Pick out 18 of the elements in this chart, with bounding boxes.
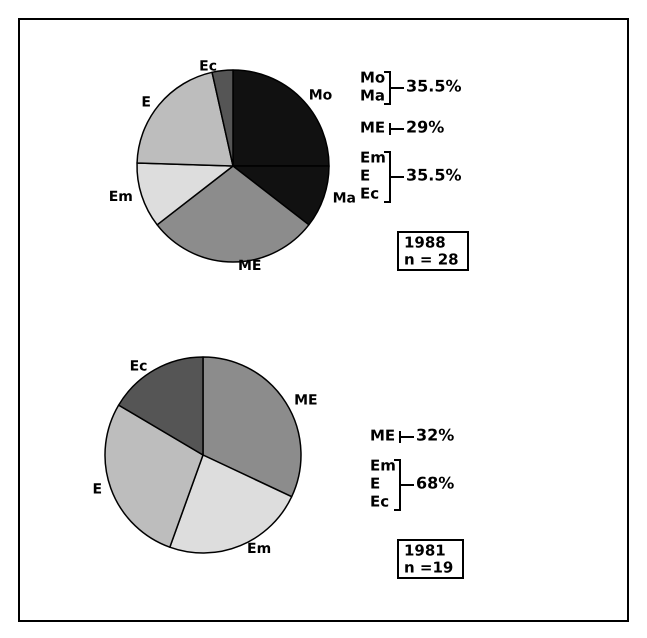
- text: Em E Ec 35.5%: [360, 148, 462, 202]
- slice-label: Mo: [308, 87, 333, 104]
- slice-label: E: [141, 94, 151, 110]
- slice-label: E: [92, 482, 102, 498]
- slice-label: Em: [108, 188, 133, 205]
- slice-label: ME: [294, 392, 318, 408]
- slice-label: Ma: [332, 190, 356, 206]
- text: n =19: [404, 558, 454, 576]
- slice-label: Em: [247, 541, 272, 558]
- text: Mo Ma 35.5%: [360, 68, 462, 104]
- slice-label: Ec: [130, 358, 148, 374]
- text: ME 29%: [360, 118, 444, 136]
- slice-label: Ec: [199, 58, 218, 75]
- text: 1988: [404, 234, 446, 252]
- text: n = 28: [404, 250, 459, 268]
- text: 1981: [404, 542, 446, 560]
- text: ME 32%: [370, 426, 454, 444]
- text: Em E Ec 68%: [370, 456, 454, 510]
